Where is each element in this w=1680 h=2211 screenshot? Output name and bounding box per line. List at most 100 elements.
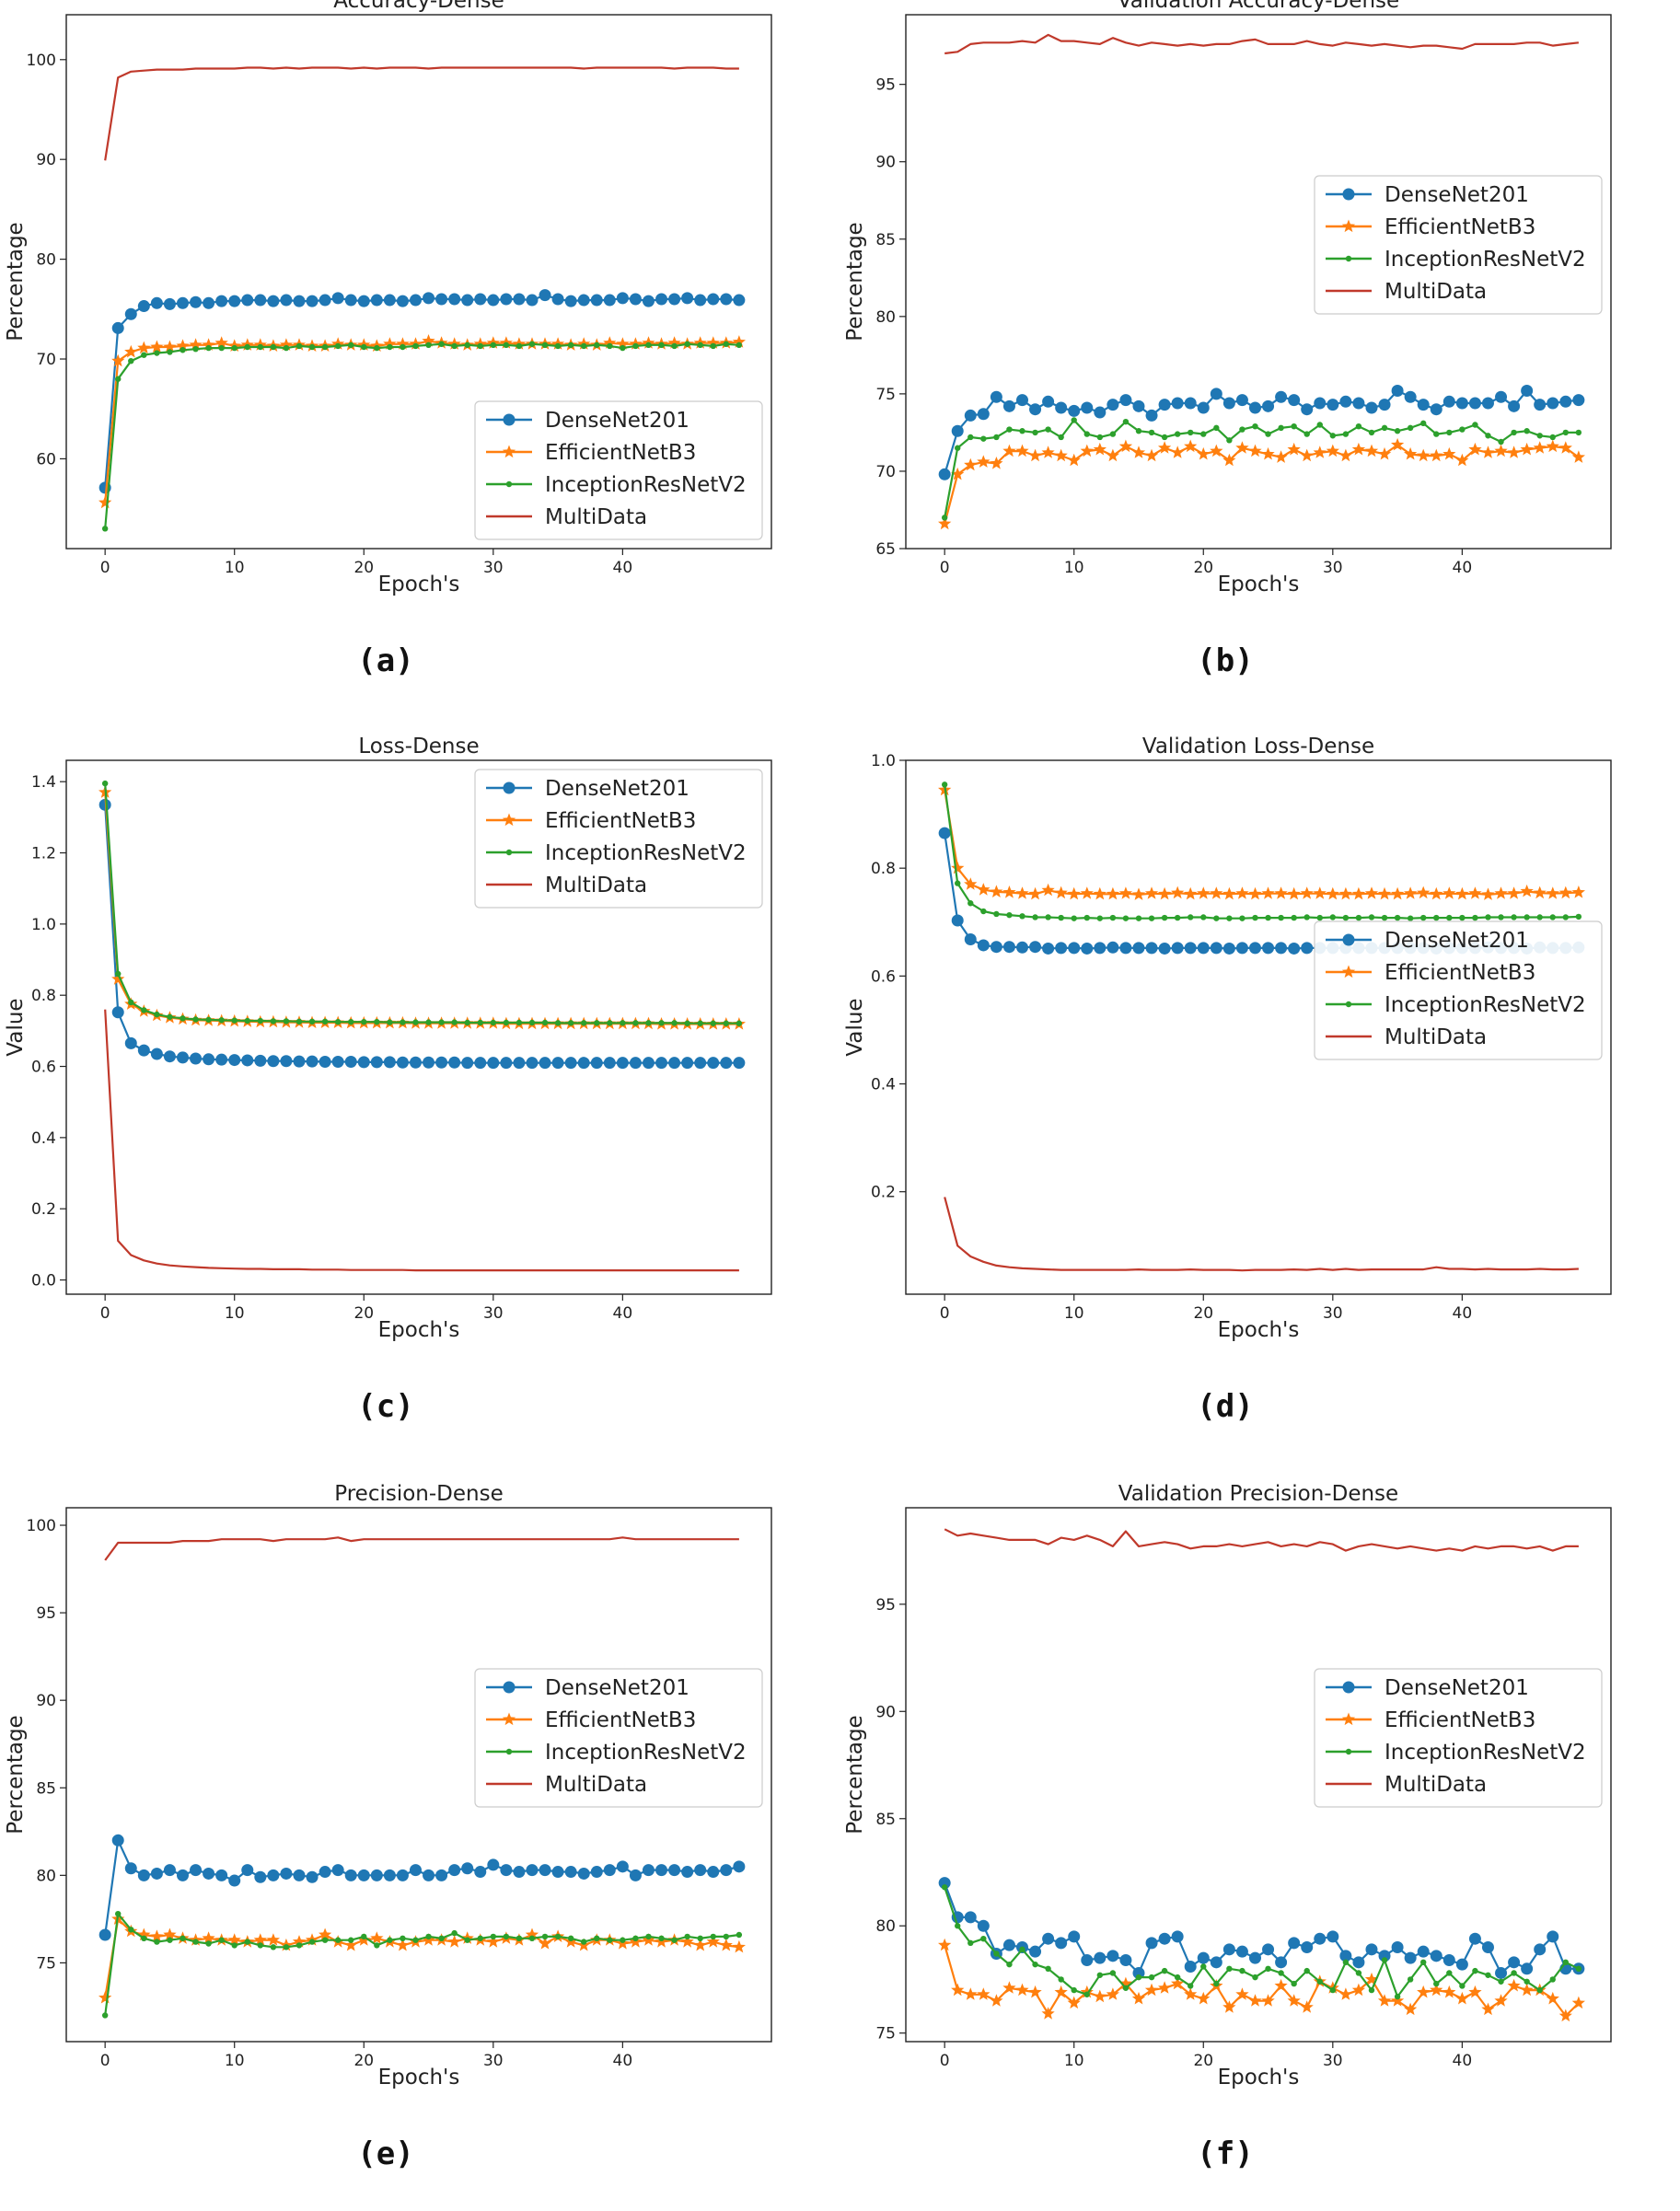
data-point-inception — [295, 342, 303, 350]
data-point-densenet — [1222, 942, 1235, 955]
data-point-efficientnet — [1261, 446, 1275, 460]
data-point-densenet — [331, 1056, 344, 1069]
data-point-densenet — [1197, 1951, 1210, 1964]
data-point-densenet — [707, 293, 720, 306]
data-point-inception — [308, 343, 316, 351]
data-point-inception — [1549, 434, 1556, 441]
data-point-inception — [1135, 1974, 1142, 1981]
data-point-densenet — [461, 1862, 474, 1875]
data-point-inception — [1394, 914, 1401, 921]
data-point-densenet — [1210, 388, 1222, 400]
data-point-inception — [632, 1020, 639, 1026]
data-point-densenet — [1081, 942, 1094, 955]
legend: DenseNet201 EfficientNetB3 InceptionResNet… — [1314, 920, 1603, 1060]
data-point-densenet — [409, 1864, 422, 1877]
data-point-inception — [1278, 424, 1284, 432]
series-inception — [101, 341, 743, 532]
data-point-efficientnet — [1520, 1983, 1534, 1997]
data-point-densenet — [435, 1869, 448, 1881]
data-point-densenet — [357, 1869, 370, 1881]
data-point-densenet — [396, 1869, 409, 1881]
data-point-densenet — [1106, 1950, 1119, 1962]
data-point-efficientnet — [486, 1935, 500, 1948]
data-point-inception — [1006, 1961, 1013, 1968]
data-point-efficientnet — [1338, 448, 1352, 462]
data-point-densenet — [1352, 397, 1365, 410]
x-axis-label: Epoch's — [378, 573, 460, 596]
data-point-densenet — [319, 294, 331, 307]
data-point-inception — [1381, 914, 1388, 921]
data-point-efficientnet — [1300, 2000, 1314, 2013]
legend-label-multidata: MultiData — [545, 874, 647, 897]
data-point-densenet — [228, 1054, 241, 1067]
data-point-inception — [257, 1017, 264, 1024]
data-point-densenet — [938, 1877, 951, 1890]
data-point-densenet — [1327, 399, 1339, 411]
data-point-efficientnet — [616, 337, 630, 350]
data-point-efficientnet — [1287, 886, 1301, 900]
chart-d-svg: Validation Loss-Dense 0 10 20 30 40 0.2 0.4 0.6 0… — [843, 735, 1612, 1342]
data-point-efficientnet — [1481, 446, 1495, 458]
data-point-inception — [516, 1935, 523, 1942]
series-multidata — [944, 33, 1580, 55]
data-point-inception — [387, 343, 393, 351]
data-point-efficientnet — [1158, 441, 1172, 454]
data-point-inception — [1174, 914, 1181, 921]
data-point-densenet — [1262, 399, 1275, 412]
data-point-inception — [1524, 914, 1530, 920]
data-point-inception — [477, 342, 483, 350]
data-point-efficientnet — [1184, 886, 1198, 900]
data-point-inception — [697, 1020, 703, 1026]
data-point-inception — [1433, 431, 1440, 437]
data-point-densenet — [254, 1054, 267, 1067]
data-point-densenet — [977, 408, 990, 421]
data-point-densenet — [1495, 390, 1508, 403]
data-point-efficientnet — [977, 455, 991, 468]
data-point-inception — [321, 343, 329, 351]
data-point-inception — [1019, 913, 1025, 920]
data-point-inception — [607, 1020, 613, 1026]
data-point-densenet — [1222, 1943, 1235, 1956]
data-point-inception — [1420, 1959, 1427, 1966]
legend-label-efficientnet: EfficientNetB3 — [545, 441, 696, 465]
data-point-inception — [1265, 431, 1271, 437]
series-multidata — [104, 1536, 739, 1561]
series-line-efficientnet — [944, 1944, 1580, 2018]
data-point-inception — [400, 1935, 406, 1942]
y-tick-label: 0.0 — [31, 1272, 56, 1291]
data-point-densenet — [1094, 942, 1106, 955]
data-point-efficientnet — [163, 1927, 177, 1941]
data-point-densenet — [163, 1050, 176, 1063]
data-point-inception — [980, 435, 987, 442]
data-point-densenet — [111, 321, 124, 334]
data-point-inception — [581, 342, 587, 350]
data-point-inception — [581, 1020, 587, 1026]
data-point-inception — [955, 1923, 961, 1929]
x-tick-label: 0 — [940, 559, 950, 577]
y-tick-label: 80 — [36, 251, 56, 270]
data-point-inception — [141, 1935, 147, 1942]
data-point-efficientnet — [1417, 448, 1431, 462]
data-point-densenet — [1288, 1937, 1301, 1950]
data-point-efficientnet — [951, 467, 965, 480]
data-point-inception — [101, 2012, 109, 2019]
data-point-inception — [205, 344, 212, 352]
data-point-inception — [334, 1937, 342, 1943]
data-point-efficientnet — [98, 1991, 112, 2004]
x-tick-label: 10 — [225, 1304, 245, 1323]
series-inception — [941, 417, 1582, 521]
series-efficientnet — [938, 782, 1585, 900]
data-point-densenet — [629, 1057, 642, 1070]
x-tick-label: 10 — [1064, 1304, 1084, 1323]
data-point-densenet — [1455, 1958, 1468, 1971]
data-point-inception — [1291, 914, 1297, 921]
data-point-densenet — [1042, 395, 1055, 408]
data-point-densenet — [176, 1869, 189, 1881]
data-point-efficientnet — [1041, 446, 1055, 458]
data-point-densenet — [344, 1869, 357, 1881]
data-point-inception — [1368, 914, 1375, 920]
data-point-densenet — [500, 1057, 513, 1070]
data-point-densenet — [448, 1864, 461, 1877]
data-point-inception — [425, 1933, 432, 1940]
data-point-efficientnet — [1093, 886, 1106, 900]
